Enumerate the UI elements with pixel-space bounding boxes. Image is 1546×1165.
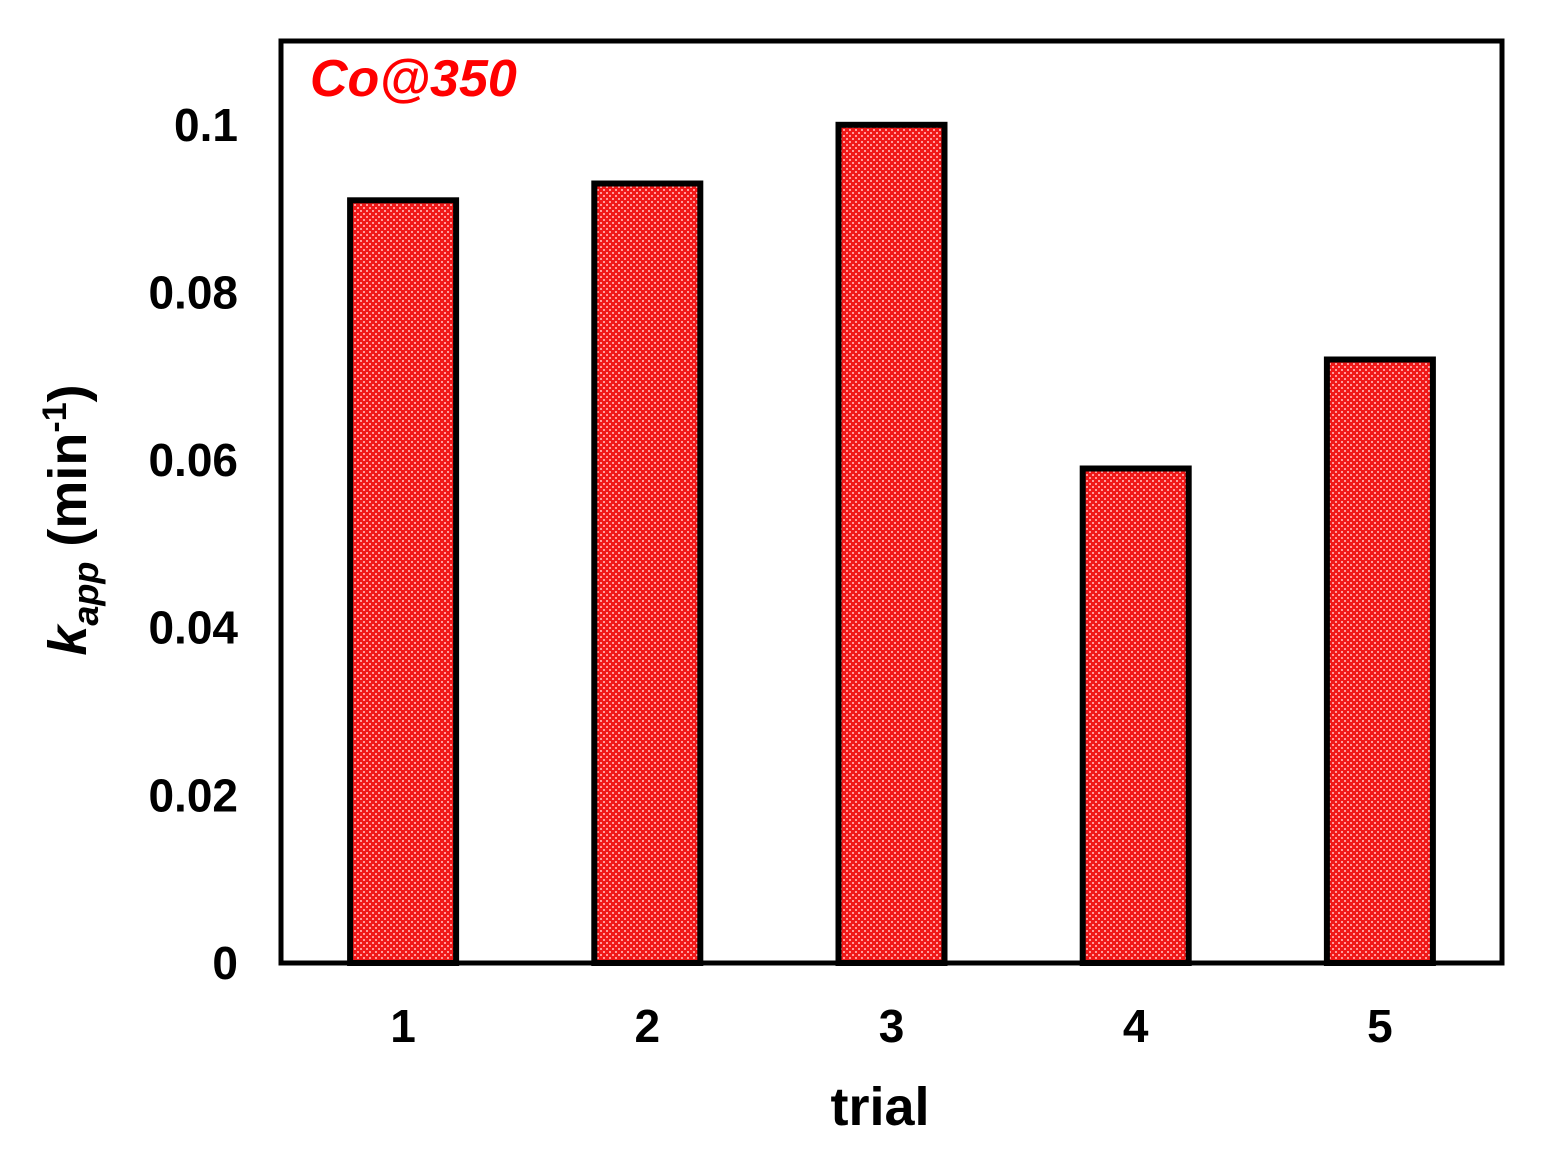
bar-trial-4 [1079, 465, 1192, 966]
x-tick-label: 5 [1367, 1000, 1393, 1052]
bar-trial-5 [1323, 356, 1436, 966]
x-axis-title: trial [830, 1077, 929, 1137]
y-axis-title-symbol: k [38, 623, 98, 656]
chart-annotation: Co@350 [310, 50, 517, 108]
plot-area-frame [278, 38, 1505, 966]
y-axis-title-unit: (min [38, 433, 98, 562]
y-tick-label: 0.06 [148, 434, 238, 486]
x-axis-ticks: 1 2 3 4 5 [390, 1000, 1392, 1052]
x-tick-label: 2 [635, 1000, 661, 1052]
bar-trial-2 [591, 180, 704, 966]
y-axis-title-close: ) [38, 384, 98, 402]
y-axis-title: kapp (min-1) [36, 384, 106, 655]
y-tick-label: 0.08 [148, 267, 238, 319]
y-tick-label: 0.1 [174, 99, 238, 151]
y-tick-label: 0.04 [148, 602, 238, 654]
y-axis-ticks: 0 0.02 0.04 0.06 0.08 0.1 [148, 99, 238, 989]
bar-trial-1 [347, 197, 460, 967]
y-tick-label: 0 [212, 937, 238, 989]
bar-trial-3 [835, 121, 948, 967]
x-tick-label: 3 [879, 1000, 905, 1052]
y-axis-title-exponent: -1 [36, 402, 74, 432]
y-tick-label: 0.02 [148, 769, 238, 821]
bars-layer [347, 121, 1436, 967]
y-axis-title-subscript: app [65, 562, 106, 626]
x-tick-label: 1 [390, 1000, 416, 1052]
x-tick-label: 4 [1123, 1000, 1149, 1052]
